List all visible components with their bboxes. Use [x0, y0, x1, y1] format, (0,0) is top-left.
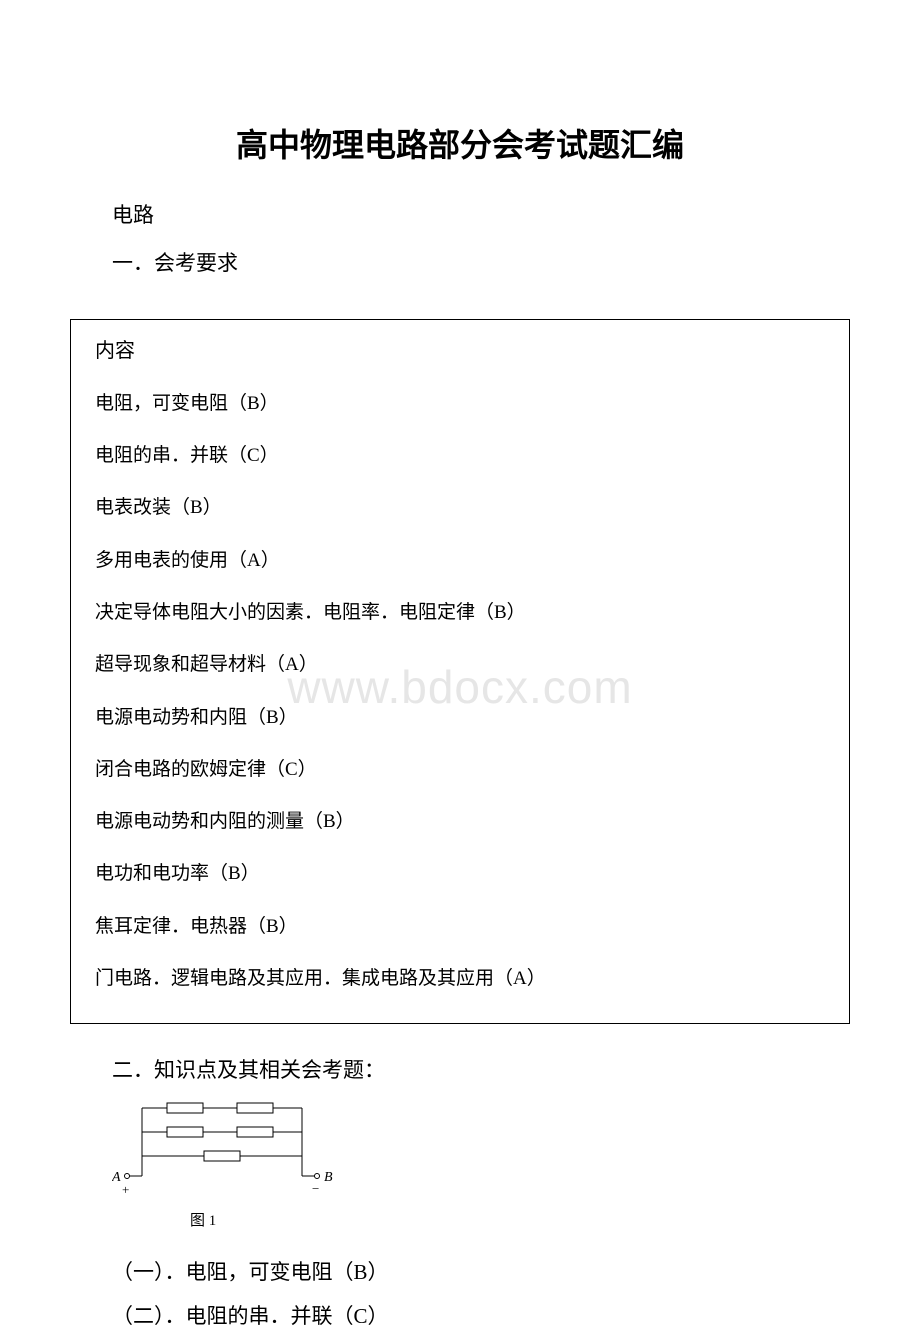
table-row: 电源电动势和内阻（B） — [71, 692, 850, 744]
table-cell: 决定导体电阻大小的因素．电阻率．电阻定律（B） — [71, 587, 850, 639]
terminal-a-label: A — [112, 1170, 121, 1185]
table-row: 门电路．逻辑电路及其应用．集成电路及其应用（A） — [71, 953, 850, 1005]
table-cell: 多用电表的使用（A） — [71, 535, 850, 587]
table-cell: 电阻，可变电阻（B） — [71, 378, 850, 430]
requirements-table-wrapper: 内容 电阻，可变电阻（B） 电阻的串．并联（C） 电表改装（B） 多用电表的使用… — [70, 319, 850, 1024]
page-content: 高中物理电路部分会考试题汇编 电路 一．会考要求 内容 电阻，可变电阻（B） 电… — [70, 120, 850, 1338]
table-row: 电源电动势和内阻的测量（B） — [71, 796, 850, 848]
table-empty-row — [71, 1005, 850, 1023]
table-header-row: 内容 — [71, 319, 850, 378]
intro-line-2: 一．会考要求 — [112, 244, 850, 284]
table-empty-cell — [71, 1005, 850, 1023]
table-cell: 电表改装（B） — [71, 482, 850, 534]
table-row: 焦耳定律．电热器（B） — [71, 901, 850, 953]
page-title: 高中物理电路部分会考试题汇编 — [70, 120, 850, 166]
circuit-svg: A B + − — [112, 1096, 362, 1196]
table-cell: 电阻的串．并联（C） — [71, 430, 850, 482]
subsection-1: （一）．电阻，可变电阻（B） — [112, 1250, 850, 1294]
plus-label: + — [122, 1182, 129, 1196]
table-row: 决定导体电阻大小的因素．电阻率．电阻定律（B） — [71, 587, 850, 639]
table-row: 电阻的串．并联（C） — [71, 430, 850, 482]
table-cell: 电源电动势和内阻（B） — [71, 692, 850, 744]
table-cell: 超导现象和超导材料（A） — [71, 639, 850, 691]
table-row: 多用电表的使用（A） — [71, 535, 850, 587]
minus-label: − — [312, 1181, 319, 1196]
table-row: 电阻，可变电阻（B） — [71, 378, 850, 430]
table-row: 电功和电功率（B） — [71, 848, 850, 900]
intro-line-1: 电路 — [112, 196, 850, 236]
subsection-2: （二）．电阻的串．并联（C） — [112, 1294, 850, 1338]
table-cell: 门电路．逻辑电路及其应用．集成电路及其应用（A） — [71, 953, 850, 1005]
circuit-diagram: A B + − — [112, 1096, 850, 1201]
table-cell: 闭合电路的欧姆定律（C） — [71, 744, 850, 796]
table-cell: 焦耳定律．电热器（B） — [71, 901, 850, 953]
table-cell: 电源电动势和内阻的测量（B） — [71, 796, 850, 848]
table-header-cell: 内容 — [71, 319, 850, 378]
section-2-title: 二．知识点及其相关会考题： — [112, 1054, 850, 1084]
table-cell: 电功和电功率（B） — [71, 848, 850, 900]
requirements-table: 内容 电阻，可变电阻（B） 电阻的串．并联（C） 电表改装（B） 多用电表的使用… — [70, 319, 850, 1024]
table-row: 超导现象和超导材料（A） — [71, 639, 850, 691]
table-row: 电表改装（B） — [71, 482, 850, 534]
table-row: 闭合电路的欧姆定律（C） — [71, 744, 850, 796]
figure-label: 图 1 — [190, 1209, 850, 1230]
terminal-b-label: B — [324, 1170, 333, 1185]
